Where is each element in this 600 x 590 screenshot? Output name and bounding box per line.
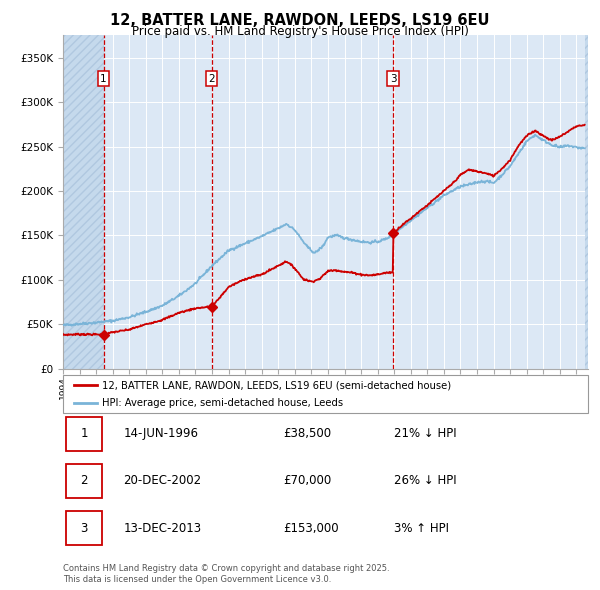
Text: Price paid vs. HM Land Registry's House Price Index (HPI): Price paid vs. HM Land Registry's House …: [131, 25, 469, 38]
Text: 3% ↑ HPI: 3% ↑ HPI: [394, 522, 449, 535]
Text: HPI: Average price, semi-detached house, Leeds: HPI: Average price, semi-detached house,…: [103, 398, 343, 408]
Text: This data is licensed under the Open Government Licence v3.0.: This data is licensed under the Open Gov…: [63, 575, 331, 584]
Text: £70,000: £70,000: [284, 474, 332, 487]
Text: Contains HM Land Registry data © Crown copyright and database right 2025.: Contains HM Land Registry data © Crown c…: [63, 565, 389, 573]
FancyBboxPatch shape: [65, 464, 103, 498]
Text: 12, BATTER LANE, RAWDON, LEEDS, LS19 6EU: 12, BATTER LANE, RAWDON, LEEDS, LS19 6EU: [110, 13, 490, 28]
Bar: [63, 35, 104, 369]
Text: 26% ↓ HPI: 26% ↓ HPI: [394, 474, 457, 487]
Text: 3: 3: [80, 522, 88, 535]
Text: 14-JUN-1996: 14-JUN-1996: [124, 427, 199, 440]
Text: £153,000: £153,000: [284, 522, 339, 535]
Text: 21% ↓ HPI: 21% ↓ HPI: [394, 427, 457, 440]
Bar: [584, 35, 588, 369]
Text: 1: 1: [100, 74, 107, 84]
Text: 3: 3: [390, 74, 397, 84]
Text: £38,500: £38,500: [284, 427, 332, 440]
Text: 2: 2: [80, 474, 88, 487]
Text: 13-DEC-2013: 13-DEC-2013: [124, 522, 202, 535]
Text: 12, BATTER LANE, RAWDON, LEEDS, LS19 6EU (semi-detached house): 12, BATTER LANE, RAWDON, LEEDS, LS19 6EU…: [103, 380, 452, 390]
FancyBboxPatch shape: [63, 375, 588, 413]
Text: 1: 1: [80, 427, 88, 440]
FancyBboxPatch shape: [65, 511, 103, 545]
Text: 2: 2: [208, 74, 215, 84]
Text: 20-DEC-2002: 20-DEC-2002: [124, 474, 202, 487]
FancyBboxPatch shape: [65, 417, 103, 451]
